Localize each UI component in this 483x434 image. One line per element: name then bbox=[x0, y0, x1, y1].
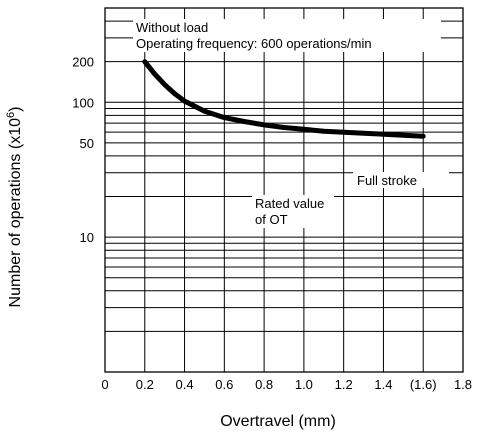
x-tick-label: 0.6 bbox=[215, 377, 233, 392]
x-tick-label: 0.4 bbox=[176, 377, 194, 392]
x-tick-label: 0.2 bbox=[136, 377, 154, 392]
x-axis-label: Overtravel (mm) bbox=[220, 413, 336, 430]
y-tick-label: 200 bbox=[72, 55, 94, 70]
grid-lines bbox=[104, 8, 464, 372]
x-tick-label: 0 bbox=[101, 377, 108, 392]
condition-line-2: Operating frequency: 600 operations/min bbox=[136, 36, 372, 51]
tick-labels: 0 0.2 0.4 0.6 0.8 1.0 1.2 1.4 (1.6) 1.8 200 100 50 10 bbox=[72, 55, 472, 392]
full-stroke-label-background bbox=[353, 172, 449, 188]
condition-line-1: Without load bbox=[136, 20, 208, 35]
y-axis-label-exponent: 6 bbox=[5, 112, 17, 118]
x-tick-label: 1.8 bbox=[454, 377, 472, 392]
annotations: Without load Operating frequency: 600 op… bbox=[133, 19, 449, 228]
y-axis-label: Number of operations (x106) bbox=[5, 107, 24, 308]
full-stroke-label: Full stroke bbox=[357, 173, 417, 188]
y-tick-label: 50 bbox=[80, 136, 94, 151]
rated-ot-line-1: Rated value bbox=[255, 196, 324, 211]
condition-label-background bbox=[133, 19, 441, 52]
x-tick-label: (1.6) bbox=[410, 377, 437, 392]
x-tick-label: 1.4 bbox=[374, 377, 392, 392]
x-tick-label: 1.2 bbox=[335, 377, 353, 392]
x-tick-label: 1.0 bbox=[295, 377, 313, 392]
y-tick-label: 10 bbox=[80, 230, 94, 245]
rated-ot-label-background bbox=[252, 195, 334, 228]
y-axis-label-close: ) bbox=[7, 107, 24, 112]
y-axis-label-main: Number of operations (x10 bbox=[7, 118, 24, 308]
plot-frame bbox=[104, 7, 464, 373]
series-line-operations bbox=[142, 59, 426, 139]
rated-ot-line-2: of OT bbox=[255, 212, 288, 227]
y-tick-label: 100 bbox=[72, 95, 94, 110]
x-tick-label: 0.8 bbox=[255, 377, 273, 392]
